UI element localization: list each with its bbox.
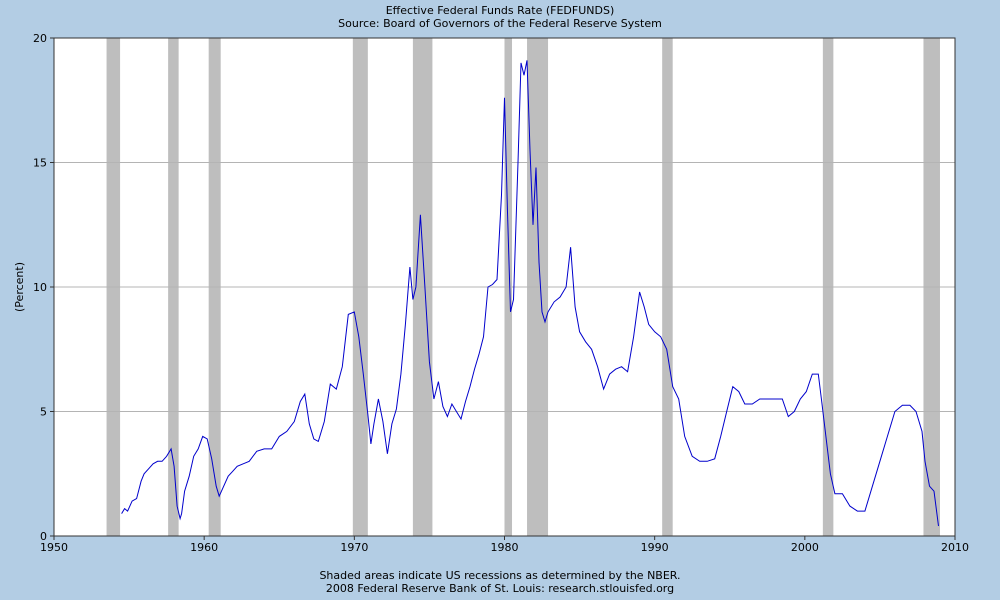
x-tick-label-1950: 1950: [40, 541, 68, 554]
grid-lines: [54, 162, 955, 412]
footer-note: Shaded areas indicate US recessions as d…: [319, 569, 681, 582]
axes: 0 5 10 15 20 1950 1960 1970 1980 1990 2000 2010: [33, 32, 969, 554]
y-tick-label-15: 15: [33, 157, 47, 170]
y-tick-label-20: 20: [33, 32, 47, 45]
x-tick-label-1980: 1980: [491, 541, 519, 554]
series-line-fedfunds: [121, 60, 939, 527]
footer-copyright: 2008 Federal Reserve Bank of St. Louis: …: [325, 582, 675, 595]
x-tick-label-1990: 1990: [641, 541, 669, 554]
x-tick-label-2000: 2000: [791, 541, 819, 554]
y-axis-label: (Percent): [13, 262, 26, 312]
x-tick-label-2010: 2010: [941, 541, 969, 554]
y-tick-label-5: 5: [40, 406, 47, 419]
x-tick-label-1970: 1970: [340, 541, 368, 554]
y-tick-label-10: 10: [33, 281, 47, 294]
chart-title: Effective Federal Funds Rate (FEDFUNDS): [385, 4, 615, 17]
chart-subtitle: Source: Board of Governors of the Federa…: [338, 17, 662, 30]
y-tick-label-0: 0: [40, 530, 47, 543]
x-tick-label-1960: 1960: [190, 541, 218, 554]
